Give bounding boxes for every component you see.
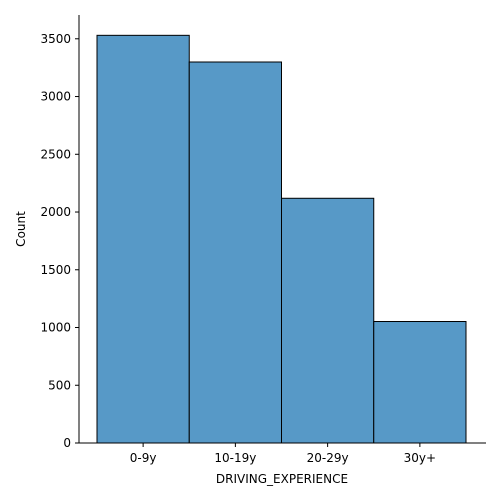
y-tick-label: 0	[63, 436, 71, 450]
y-axis-ticks: 0 500 1000 1500 2000 2500 3000 3500	[40, 32, 79, 450]
y-tick-label: 3000	[40, 90, 71, 104]
x-tick-label: 30y+	[404, 451, 436, 465]
y-tick-label: 500	[48, 378, 71, 392]
y-tick-label: 1000	[40, 321, 71, 335]
y-axis-label: Count	[14, 211, 28, 247]
x-axis-ticks: 0-9y 10-19y 20-29y 30y+	[130, 443, 436, 465]
bar-0-9y	[96, 34, 190, 444]
x-tick-label: 0-9y	[130, 451, 157, 465]
x-tick-label: 10-19y	[214, 451, 256, 465]
y-tick-label: 3500	[40, 32, 71, 46]
bar-10-19y	[188, 61, 282, 444]
bar-20-29y	[281, 197, 375, 444]
y-tick-label: 2500	[40, 147, 71, 161]
y-tick-label: 2000	[40, 205, 71, 219]
bars-group	[96, 34, 467, 444]
x-tick-label: 20-29y	[307, 451, 349, 465]
bar-30y+	[373, 321, 467, 444]
y-tick-label: 1500	[40, 263, 71, 277]
x-axis-label: DRIVING_EXPERIENCE	[216, 472, 348, 486]
